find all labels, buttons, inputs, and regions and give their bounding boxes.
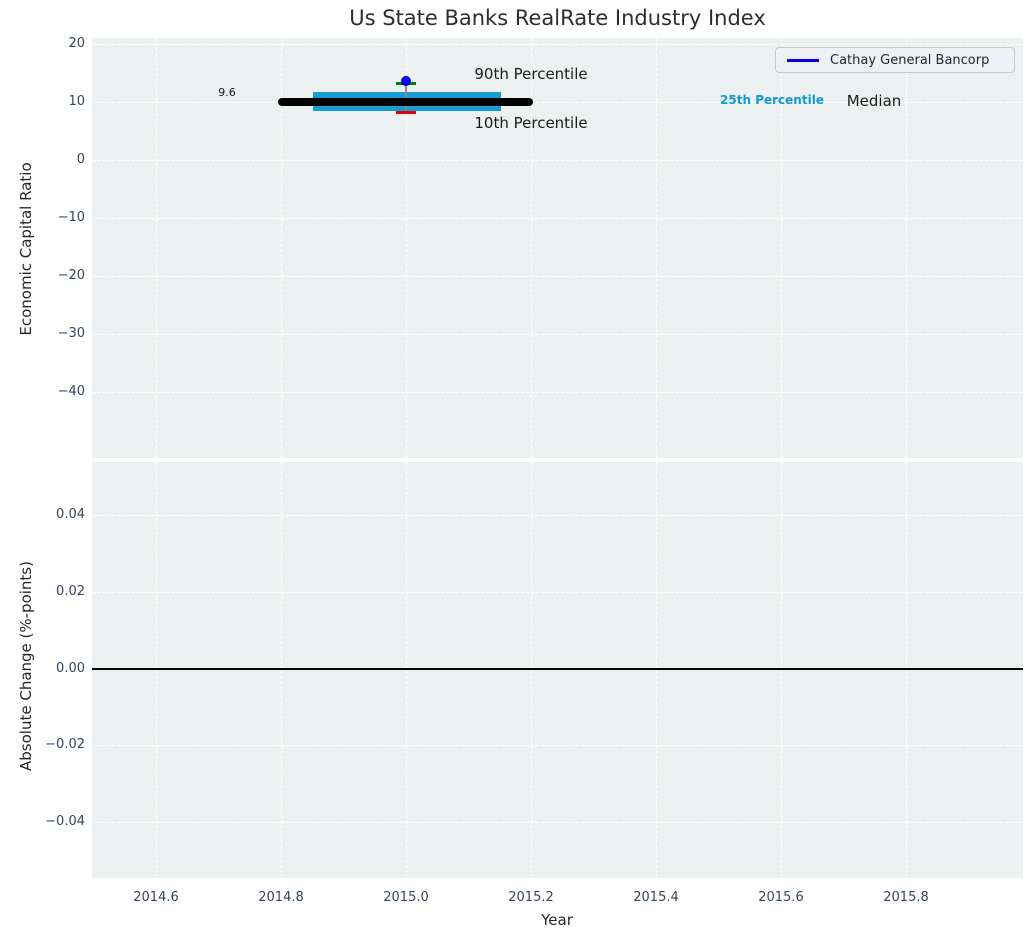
ytick-label: 0 [76, 152, 85, 167]
ytick-label: −0.02 [45, 737, 85, 752]
ytick-label: 0.04 [56, 507, 85, 522]
legend-line-swatch [787, 58, 819, 62]
gridline-h [92, 218, 1023, 219]
gridline-v [656, 462, 657, 878]
zero-line [92, 668, 1023, 670]
gridline-v [281, 462, 282, 878]
ytick-label: 0.00 [56, 661, 85, 676]
gridline-v [281, 38, 282, 458]
gridline-h [92, 102, 1023, 103]
xtick-label: 2015.6 [758, 890, 804, 905]
ytick-label: −0.04 [45, 814, 85, 829]
gridline-v [406, 38, 407, 458]
ytick-label: −10 [57, 210, 85, 225]
legend-label: Cathay General Bancorp [830, 52, 990, 68]
gridline-v [406, 462, 407, 878]
median-line [278, 98, 533, 106]
ytick-label: −20 [57, 268, 85, 283]
gridline-h [92, 745, 1023, 746]
gridline-v [156, 38, 157, 458]
gridline-h [92, 822, 1023, 823]
chart-title: Us State Banks RealRate Industry Index [349, 6, 766, 30]
p10-whisker-cap [396, 111, 416, 114]
gridline-v [531, 38, 532, 458]
annotation-25th-percentile: 25th Percentile [720, 93, 824, 107]
xtick-label: 2014.6 [133, 890, 179, 905]
ytick-label: 10 [68, 94, 85, 109]
gridline-h [92, 334, 1023, 335]
gridline-h [92, 515, 1023, 516]
cathay-marker [401, 76, 411, 86]
gridline-v [781, 462, 782, 878]
annotation-90th-percentile: 90th Percentile [474, 65, 588, 83]
xtick-label: 2015.2 [508, 890, 554, 905]
gridline-h [92, 44, 1023, 45]
xtick-label: 2015.8 [883, 890, 929, 905]
ytick-label: 20 [68, 36, 85, 51]
gridline-v [781, 38, 782, 458]
gridline-v [906, 462, 907, 878]
xtick-label: 2015.4 [633, 890, 679, 905]
x-axis-label: Year [541, 911, 573, 929]
gridline-h [92, 276, 1023, 277]
bottom-axes [92, 462, 1023, 878]
annotation-median-value: 9.6 [218, 86, 236, 99]
legend: Cathay General Bancorp [775, 47, 1015, 73]
top-axes: 9.6 90th Percentile 10th Percentile 25th… [92, 38, 1023, 458]
annotation-10th-percentile: 10th Percentile [474, 114, 588, 132]
ytick-label: −40 [57, 384, 85, 399]
ytick-label: 0.02 [56, 584, 85, 599]
xtick-label: 2015.0 [383, 890, 429, 905]
annotation-median-label: Median [846, 92, 902, 110]
gridline-v [906, 38, 907, 458]
gridline-h [92, 392, 1023, 393]
gridline-v [156, 462, 157, 878]
y-axis-label-bottom: Absolute Change (%-points) [17, 561, 35, 771]
ytick-label: −30 [57, 326, 85, 341]
y-axis-label-top: Economic Capital Ratio [17, 162, 35, 336]
xtick-label: 2014.8 [258, 890, 304, 905]
gridline-v [656, 38, 657, 458]
gridline-h [92, 592, 1023, 593]
gridline-v [531, 462, 532, 878]
gridline-h [92, 160, 1023, 161]
